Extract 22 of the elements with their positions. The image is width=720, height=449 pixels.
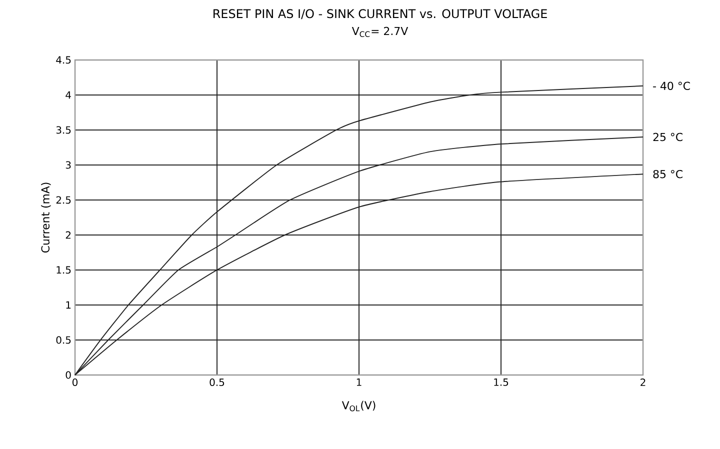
y-tick-label: 4.5 [56, 56, 71, 64]
series-label: 85 °C [653, 170, 682, 178]
x-tick-label: 1.5 [494, 378, 508, 386]
x-tick-label: 0 [72, 378, 78, 386]
y-tick-label: 1 [66, 301, 71, 309]
y-tick-label: 4 [66, 91, 71, 99]
series-label: 25 °C [653, 132, 682, 142]
x-axis-title: V$_{OL}$(V) [342, 400, 376, 412]
x-tick-label: 1 [356, 378, 362, 386]
y-tick-label: 1.5 [56, 266, 71, 274]
chart-subtitle: V$_{CC}$= 2.7V [352, 26, 408, 38]
y-tick-label: 3 [66, 161, 71, 169]
y-axis-title: Current (mA) [41, 182, 51, 253]
x-tick-label: 0.5 [210, 378, 224, 386]
y-tick-label: 2.5 [56, 196, 71, 204]
x-tick-label: 2 [640, 378, 646, 386]
series-label: - 40 °C [653, 82, 690, 90]
y-tick-label: 3.5 [56, 126, 71, 134]
y-tick-label: 0 [66, 371, 71, 379]
chart-title: RESET PIN AS I/O - SINK CURRENT vs. OUTPUT VOLTAGE [214, 9, 547, 20]
y-tick-label: 0.5 [56, 336, 71, 344]
y-tick-label: 2 [66, 231, 70, 239]
